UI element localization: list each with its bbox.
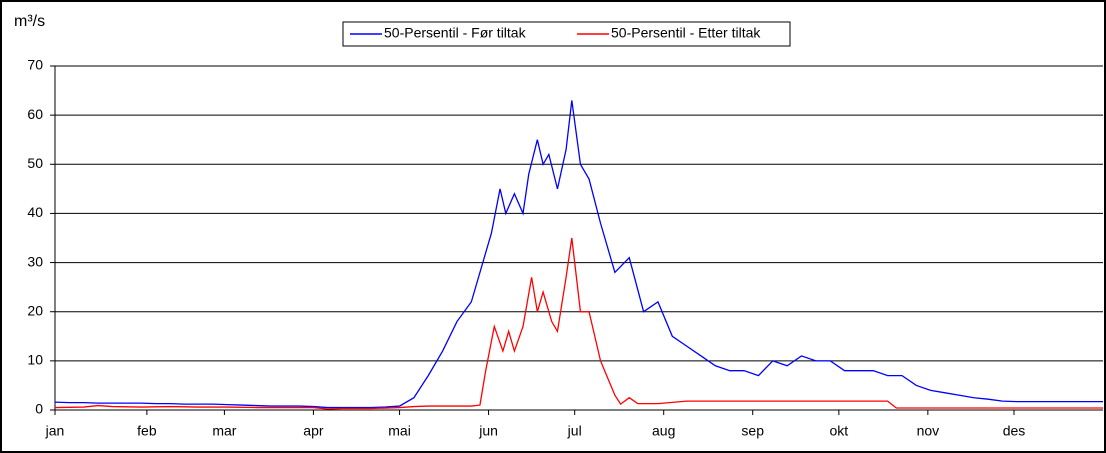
y-tick-label: 40 bbox=[27, 204, 43, 220]
y-tick-label: 0 bbox=[35, 401, 43, 417]
y-tick-label: 30 bbox=[27, 253, 43, 269]
legend-label: 50-Persentil - Etter tiltak bbox=[611, 25, 761, 41]
legend-box bbox=[342, 21, 791, 47]
x-tick-label: feb bbox=[137, 423, 157, 439]
y-tick-label: 20 bbox=[27, 302, 43, 318]
legend-label: 50-Persentil - Før tiltak bbox=[384, 25, 527, 41]
line bbox=[54, 100, 1103, 409]
y-tick-label: 60 bbox=[27, 106, 43, 122]
x-tick-label: aug bbox=[652, 423, 675, 439]
x-tick-label: sep bbox=[741, 423, 764, 439]
y-tick-label: 50 bbox=[27, 155, 43, 171]
x-tick-label: jul bbox=[567, 423, 582, 439]
x-tick-label: jun bbox=[478, 423, 498, 439]
x-tick-label: mar bbox=[212, 423, 236, 439]
x-tick-label: okt bbox=[830, 423, 849, 439]
y-axis-label: m³/s bbox=[14, 13, 45, 30]
y-tick-label: 10 bbox=[27, 352, 43, 368]
x-tick-label: mai bbox=[388, 423, 411, 439]
x-tick-label: jan bbox=[45, 423, 65, 439]
y-tick-label: 70 bbox=[27, 57, 43, 73]
line bbox=[54, 237, 1103, 410]
x-tick-label: des bbox=[1003, 423, 1026, 439]
x-tick-label: nov bbox=[917, 423, 940, 439]
x-tick-label: apr bbox=[303, 423, 324, 439]
